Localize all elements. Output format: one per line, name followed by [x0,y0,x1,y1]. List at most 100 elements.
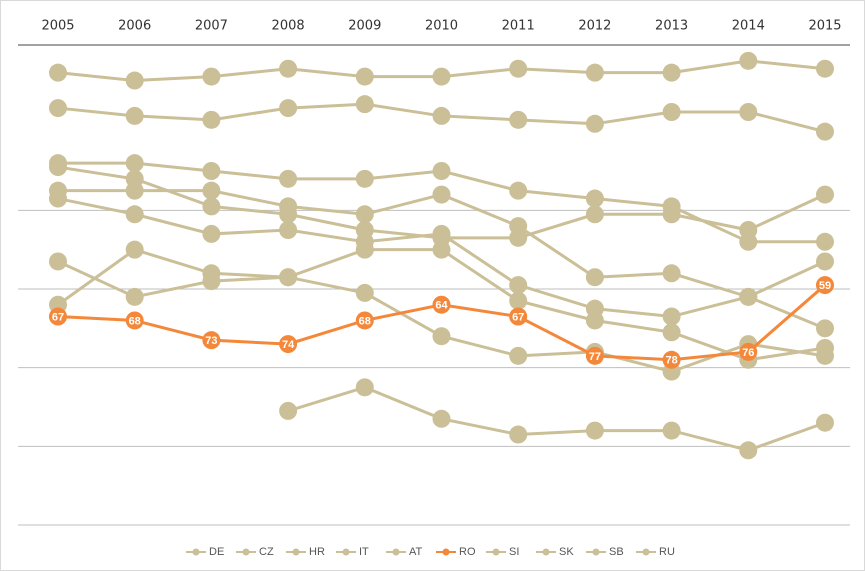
x-tick-label: 2012 [578,19,611,34]
legend-swatch-marker [392,548,400,556]
point [662,421,681,440]
point [739,221,758,239]
legend-swatch-marker [292,548,300,556]
point [202,181,221,200]
point [125,71,144,90]
point [585,268,604,287]
point [49,307,67,326]
point [355,240,374,259]
data-label: 74 [282,339,295,351]
point [202,331,221,350]
point [816,346,834,365]
point [49,252,67,271]
point [279,268,298,287]
point [279,59,298,78]
point [509,307,528,326]
point [585,205,604,224]
point [432,106,451,125]
point [816,232,834,251]
point [125,181,144,200]
point [279,335,298,354]
series [279,378,834,460]
x-tick-label: 2014 [732,19,765,34]
legend-label: AT [409,546,423,558]
legend-label: SK [559,546,574,558]
point [816,319,834,338]
series [49,95,834,141]
point [279,221,298,239]
point [355,67,374,86]
x-tick-label: 2007 [195,19,228,34]
x-tick-label: 2015 [808,19,841,34]
point [125,311,144,330]
point [355,283,374,302]
point [49,63,67,82]
point [49,158,67,177]
legend-label: IT [359,546,369,558]
data-label: 67 [512,311,524,323]
point [662,323,681,342]
point [432,240,451,259]
point [432,67,451,86]
series [49,189,834,326]
point [49,99,67,118]
point [202,162,221,180]
point [355,378,374,397]
x-tick-label: 2008 [272,19,305,34]
x-tick-label: 2010 [425,19,458,34]
data-label: 73 [205,335,217,347]
point [816,252,834,271]
data-label: 64 [435,300,448,312]
point [125,205,144,224]
point [662,350,681,369]
point [816,122,834,141]
legend-swatch-marker [442,548,450,556]
point [509,59,528,78]
point [202,67,221,86]
point [202,110,221,129]
point [585,311,604,330]
point [279,169,298,188]
legend-label: SB [609,546,624,558]
point [739,287,758,306]
data-label: 67 [52,311,64,323]
data-label: 68 [359,315,371,327]
point [816,413,834,432]
point [432,327,451,346]
legend-swatch-marker [192,548,200,556]
point [662,264,681,283]
series-line [287,385,826,452]
point [432,409,451,428]
point [585,421,604,440]
point [125,240,144,259]
legend-swatch-marker [342,548,350,556]
legend-swatch-marker [492,548,500,556]
point [125,154,144,173]
point [432,295,451,314]
legend-swatch-marker [592,548,600,556]
legend-label: SI [509,546,519,558]
x-tick-label: 2011 [502,19,535,34]
point [202,197,221,216]
legend-swatch-marker [542,548,550,556]
point [585,63,604,82]
data-label: 78 [665,355,677,367]
legend-swatch-marker [642,548,650,556]
point [432,185,451,204]
point [739,441,758,460]
point [662,63,681,82]
x-tick-label: 2005 [41,19,74,34]
point [355,169,374,188]
point [585,346,604,365]
legend-label: HR [309,546,325,558]
point [662,103,681,121]
point [585,189,604,208]
x-tick-label: 2009 [348,19,381,34]
point [125,287,144,306]
point [509,346,528,365]
point [816,185,834,204]
point [279,99,298,118]
